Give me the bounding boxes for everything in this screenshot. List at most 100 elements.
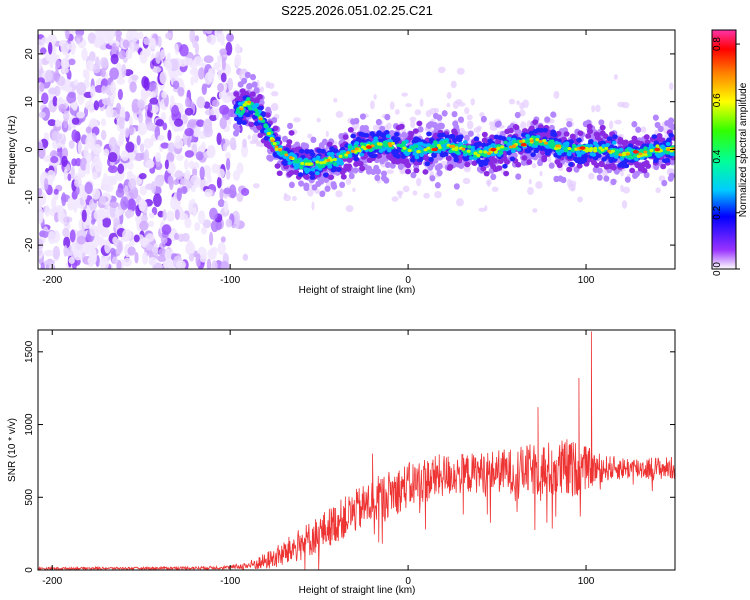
heatmap-cell <box>206 35 212 43</box>
heatmap-cell <box>298 180 305 187</box>
heatmap-cell <box>414 109 422 116</box>
heatmap-cell <box>58 103 67 113</box>
heatmap-cell <box>344 153 349 157</box>
heatmap-cell <box>333 97 338 103</box>
heatmap-cell <box>329 152 335 157</box>
spectrogram-y-label: Frequency (Hz) <box>7 116 18 185</box>
heatmap-cell <box>65 30 70 40</box>
heatmap-cell <box>446 102 451 108</box>
heatmap-cell <box>367 150 373 156</box>
heatmap-cell <box>304 149 310 155</box>
heatmap-cell <box>167 142 176 153</box>
heatmap-cell <box>354 147 359 151</box>
heatmap-cell <box>360 132 366 138</box>
heatmap-cell <box>223 187 231 195</box>
heatmap-cell <box>444 134 451 140</box>
heatmap-cell <box>50 155 59 164</box>
heatmap-cell <box>121 64 127 78</box>
heatmap-cell <box>506 136 512 141</box>
heatmap-cell <box>538 127 545 133</box>
heatmap-cell <box>122 257 132 267</box>
heatmap-cell <box>352 187 356 193</box>
heatmap-cell <box>593 149 598 153</box>
heatmap-cell <box>93 100 100 111</box>
heatmap-cell <box>621 200 628 209</box>
heatmap-cell <box>498 151 504 155</box>
heatmap-cell <box>60 58 70 69</box>
heatmap-cell <box>666 137 672 143</box>
heatmap-cell <box>41 92 49 105</box>
heatmap-cell <box>557 175 564 182</box>
heatmap-cell <box>47 230 56 245</box>
heatmap-cell <box>308 162 313 166</box>
heatmap-cell <box>112 256 118 265</box>
heatmap-cell <box>466 120 474 130</box>
heatmap-cell <box>509 156 516 162</box>
heatmap-cell <box>309 175 316 180</box>
heatmap-cell <box>528 142 533 147</box>
heatmap-cell <box>386 169 394 174</box>
heatmap-cell <box>374 145 379 150</box>
heatmap-cell <box>473 142 480 148</box>
heatmap-cell <box>73 79 79 86</box>
heatmap-cell <box>293 169 300 176</box>
snr-y-tick-label: 500 <box>24 488 35 505</box>
heatmap-cell <box>194 42 200 55</box>
heatmap-cell <box>311 184 318 191</box>
heatmap-cell <box>495 139 502 145</box>
heatmap-cell <box>61 67 69 74</box>
heatmap-cell <box>122 39 130 49</box>
heatmap-cell <box>92 143 102 156</box>
heatmap-cell <box>562 142 568 147</box>
heatmap-cell <box>118 132 125 146</box>
heatmap-cell <box>431 152 437 158</box>
heatmap-cell <box>568 161 574 167</box>
heatmap-cell <box>118 50 126 60</box>
heatmap-cell <box>184 217 192 229</box>
heatmap-cell <box>203 125 213 138</box>
heatmap-cell <box>125 141 135 154</box>
heatmap-cell <box>60 40 70 55</box>
heatmap-cell <box>171 104 180 118</box>
heatmap-cell <box>232 130 239 137</box>
heatmap-cell <box>45 259 55 266</box>
heatmap-cell <box>134 251 139 264</box>
heatmap-cell <box>593 146 598 151</box>
heatmap-cell <box>213 61 221 71</box>
heatmap-cell <box>249 91 256 97</box>
heatmap-cell <box>184 107 194 116</box>
spectrogram-y-tick-label: 20 <box>24 48 35 60</box>
heatmap-cell <box>294 158 300 163</box>
heatmap-cell <box>620 184 624 193</box>
heatmap-cell <box>196 119 205 128</box>
heatmap-cell <box>93 155 101 166</box>
heatmap-cell <box>267 127 272 132</box>
heatmap-cell <box>139 237 148 247</box>
heatmap-peak <box>654 147 661 152</box>
heatmap-cell <box>621 101 630 109</box>
heatmap-cell <box>303 143 310 150</box>
heatmap-cell <box>476 153 481 158</box>
heatmap-cell <box>554 159 561 165</box>
heatmap-cell <box>503 170 510 177</box>
heatmap-cell <box>206 174 212 184</box>
heatmap-cell <box>222 143 228 152</box>
heatmap-cell <box>576 137 582 143</box>
heatmap-cell <box>139 220 149 231</box>
heatmap-cell <box>240 187 250 196</box>
heatmap-cell <box>306 159 311 164</box>
heatmap-cell <box>396 143 401 148</box>
heatmap-cell <box>77 140 82 155</box>
heatmap-cell <box>233 91 240 97</box>
heatmap-cell <box>640 126 647 133</box>
heatmap-cell <box>490 173 497 181</box>
snr-y-tick-label: 1500 <box>24 340 35 363</box>
heatmap-marks <box>38 30 675 269</box>
heatmap-cell <box>335 110 344 118</box>
heatmap-cell <box>299 165 304 170</box>
heatmap-cell <box>410 171 417 179</box>
heatmap-cell <box>541 156 548 163</box>
heatmap-cell <box>669 82 674 90</box>
heatmap-cell <box>529 139 534 143</box>
heatmap-cell <box>241 120 247 126</box>
